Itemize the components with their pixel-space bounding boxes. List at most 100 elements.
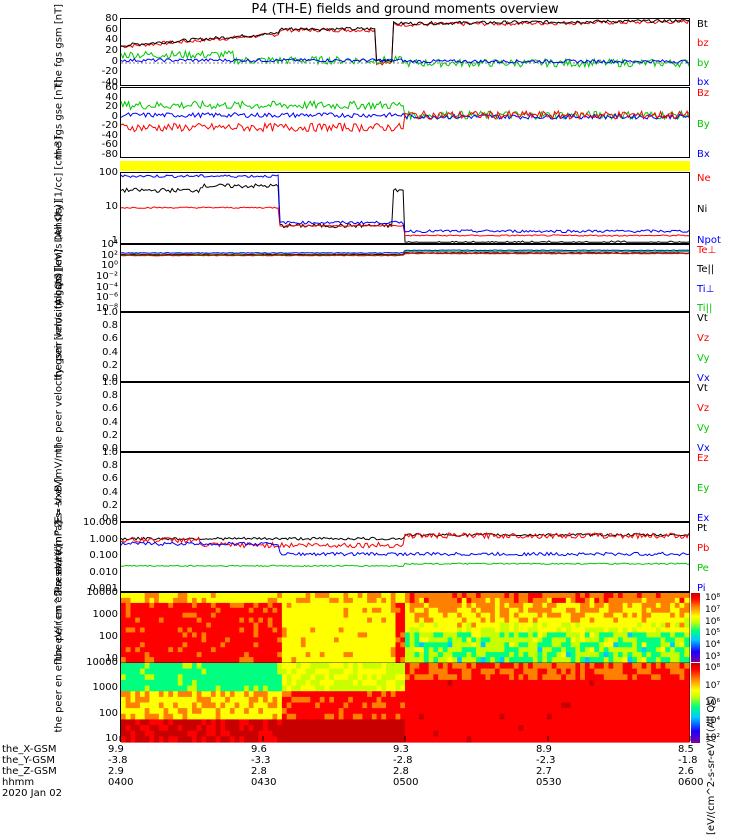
spectrogram-cell bbox=[409, 632, 415, 638]
ytick-label: 0.4 bbox=[102, 416, 118, 428]
spectrogram-cell bbox=[480, 725, 486, 732]
spectrogram-cell bbox=[362, 725, 368, 732]
spectrogram-cell bbox=[528, 607, 534, 614]
spectrogram-cell bbox=[376, 602, 382, 609]
spectrogram-cell bbox=[414, 663, 420, 670]
spectrogram-cell bbox=[329, 617, 335, 624]
spectrogram-cell bbox=[234, 637, 240, 643]
spectrogram-cell bbox=[239, 593, 245, 599]
spectrogram-cell bbox=[405, 702, 411, 709]
spectrogram-cell bbox=[660, 696, 666, 704]
spectrogram-cell bbox=[651, 617, 657, 624]
spectrogram-cell bbox=[386, 736, 392, 743]
spectrogram-cell bbox=[400, 593, 406, 599]
spectrogram-cell bbox=[480, 719, 486, 726]
spectrogram-cell bbox=[158, 702, 165, 709]
spectrogram-cell bbox=[352, 674, 359, 681]
spectrogram-cell bbox=[229, 632, 236, 638]
spectrogram-cell bbox=[641, 642, 647, 648]
spectrogram-cell bbox=[603, 685, 610, 692]
spectrogram-cell bbox=[447, 652, 453, 658]
series-Ne bbox=[120, 206, 690, 237]
spectrogram-cell bbox=[324, 691, 330, 698]
spectrogram-cell bbox=[423, 597, 430, 604]
spectrogram-cell bbox=[599, 719, 605, 726]
spectrogram-cell bbox=[338, 627, 344, 633]
spectrogram-cell bbox=[253, 719, 259, 726]
spectrogram-cell bbox=[428, 691, 434, 698]
spectrogram-cell bbox=[173, 696, 179, 704]
spectrogram-cell bbox=[513, 719, 520, 726]
spectrogram-cell bbox=[542, 602, 548, 609]
spectrogram-cell bbox=[182, 642, 188, 648]
spectrogram-cell bbox=[556, 597, 562, 604]
spectrogram-cell bbox=[405, 597, 411, 604]
spectrogram-cell bbox=[485, 652, 491, 658]
spectrogram-cell bbox=[608, 602, 614, 609]
spectrogram-cell bbox=[286, 730, 292, 737]
spectrogram-cell bbox=[334, 637, 340, 643]
spectrogram-cell bbox=[561, 702, 567, 709]
ytick-label: 0.2 bbox=[102, 359, 118, 371]
spectrogram-cell bbox=[239, 597, 245, 604]
ytick-label: -80 bbox=[101, 149, 118, 160]
spectrogram-cell bbox=[438, 691, 444, 698]
spectrogram-cell bbox=[618, 702, 624, 709]
spectrogram-cell bbox=[234, 674, 240, 681]
ytick-label: 1000 bbox=[92, 609, 118, 620]
spectrogram-cell bbox=[300, 632, 307, 638]
spectrogram-cell bbox=[367, 652, 373, 658]
spectrogram-cell bbox=[376, 685, 382, 692]
spectrogram-cell bbox=[651, 593, 657, 599]
spectrogram-cell bbox=[248, 696, 255, 704]
spectrogram-cell bbox=[471, 730, 477, 737]
spectrogram-cell bbox=[537, 696, 543, 704]
spectrogram-cell bbox=[352, 696, 359, 704]
legend-entry: Ti|| bbox=[697, 303, 713, 314]
spectrogram-cell bbox=[618, 593, 624, 599]
spectrogram-cell bbox=[433, 668, 439, 675]
spectrogram-cell bbox=[575, 713, 581, 720]
spectrogram-cell bbox=[362, 708, 368, 715]
spectrogram-cell bbox=[362, 696, 368, 704]
spectrogram-cell bbox=[315, 647, 321, 653]
spectrogram-cell bbox=[248, 713, 255, 720]
spectrogram-cell bbox=[144, 612, 150, 619]
spectrogram-cell bbox=[442, 696, 449, 704]
spectrogram-cell bbox=[395, 736, 401, 743]
spectrogram-cell bbox=[575, 597, 581, 604]
xaxis-value: 2.8 bbox=[393, 766, 409, 777]
spectrogram-cell bbox=[627, 708, 633, 715]
spectrogram-cell bbox=[139, 708, 146, 715]
spectrogram-cell bbox=[636, 622, 643, 629]
spectrogram-cell bbox=[618, 674, 624, 681]
spectrogram-cell bbox=[125, 593, 131, 599]
spectrogram-cell bbox=[272, 736, 278, 743]
spectrogram-cell bbox=[154, 702, 160, 709]
xaxis-row-label: the_Y-GSM bbox=[2, 755, 56, 766]
spectrogram-cell bbox=[130, 632, 136, 638]
spectrogram-cell bbox=[263, 696, 269, 704]
spectrogram-cell bbox=[125, 702, 131, 709]
spectrogram-cell bbox=[613, 642, 619, 648]
spectrogram-cell bbox=[158, 657, 165, 663]
spectrogram-cell bbox=[343, 647, 349, 653]
spectrogram-cell bbox=[613, 668, 619, 675]
spectrogram-cell bbox=[149, 647, 155, 653]
spectrogram-cell bbox=[509, 736, 515, 743]
spectrogram-cell bbox=[149, 632, 155, 638]
spectrogram-cell bbox=[158, 668, 165, 675]
spectrogram-cell bbox=[182, 719, 188, 726]
spectrogram-cell bbox=[665, 719, 671, 726]
spectrogram-cell bbox=[523, 713, 529, 720]
spectrogram-cell bbox=[253, 612, 259, 619]
spectrogram-cell bbox=[480, 612, 486, 619]
spectrogram-cell bbox=[310, 593, 316, 599]
spectrogram-cell bbox=[225, 696, 231, 704]
spectrogram-cell bbox=[438, 652, 444, 658]
spectrogram-cell bbox=[248, 622, 255, 629]
colorbar-tick: 10³ bbox=[705, 652, 721, 662]
spectrogram-cell bbox=[334, 702, 340, 709]
spectrogram-cell bbox=[196, 637, 202, 643]
spectrogram-cell bbox=[220, 597, 226, 604]
